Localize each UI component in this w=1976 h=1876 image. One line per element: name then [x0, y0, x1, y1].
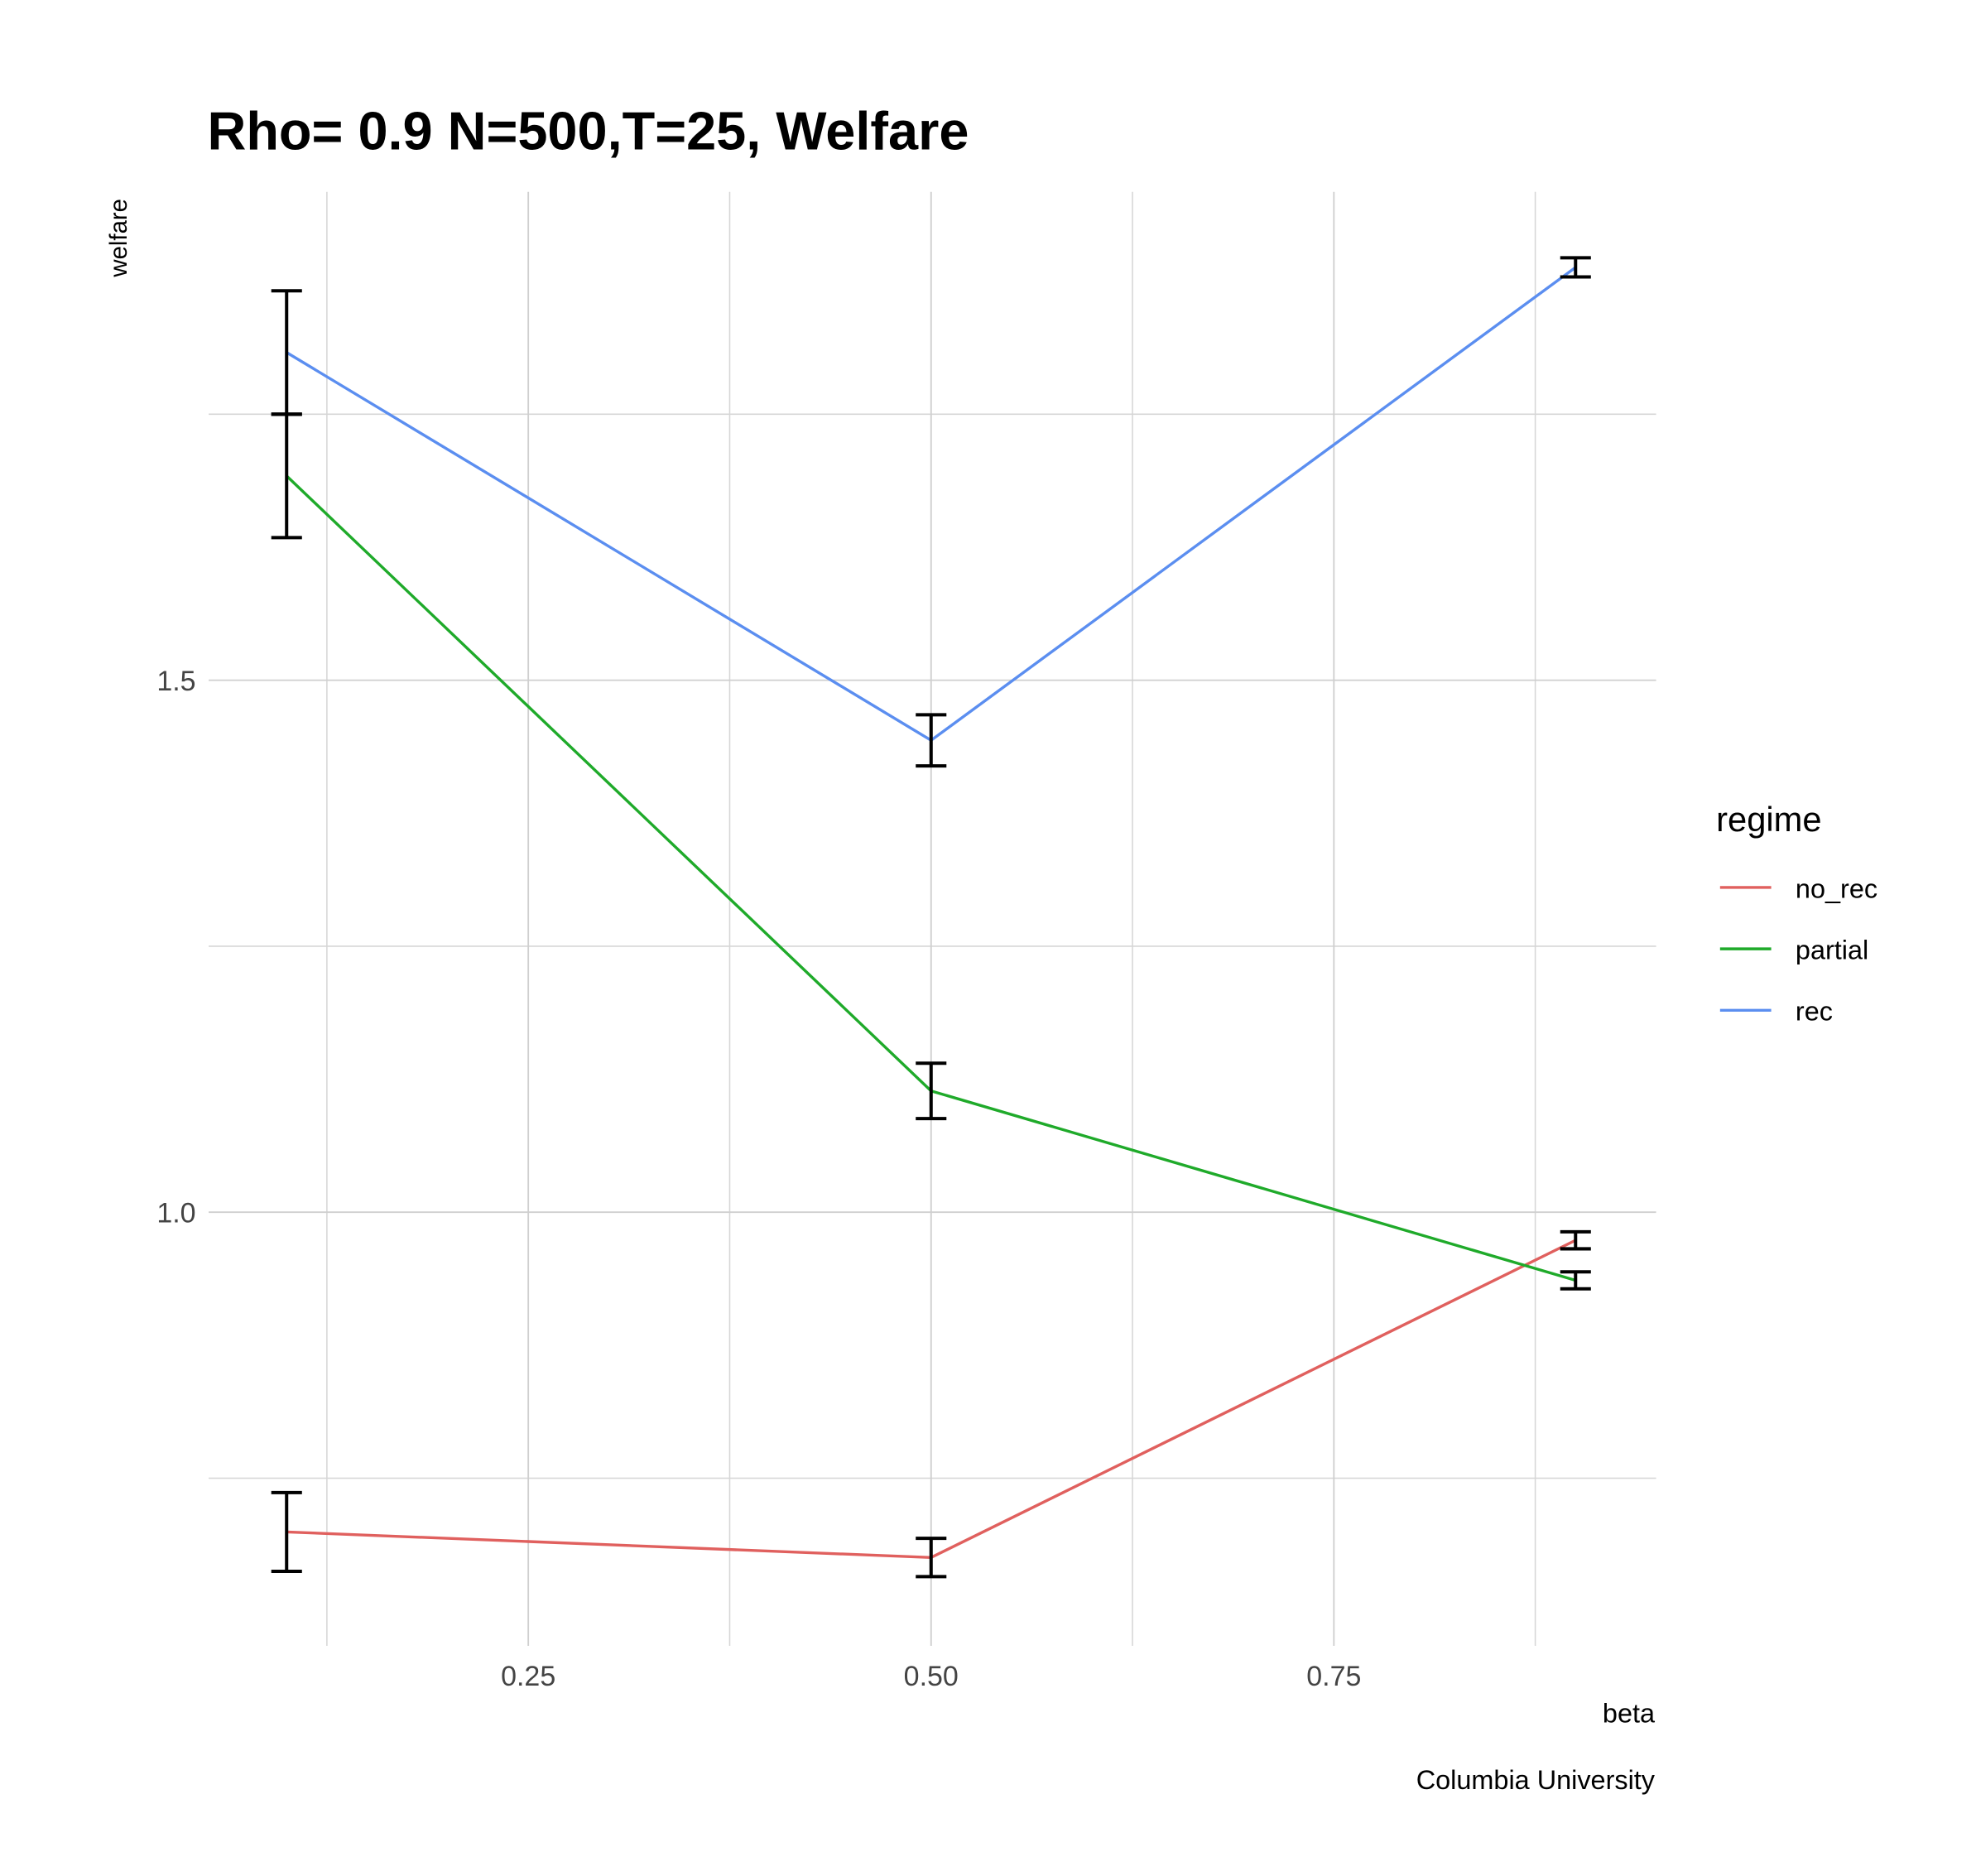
y-tick-label: 1.5 — [156, 666, 195, 697]
error-bar — [916, 713, 947, 768]
error-bar — [1560, 1229, 1591, 1251]
x-tick-label: 0.75 — [1306, 1661, 1361, 1692]
error-bar — [271, 1490, 302, 1574]
x-axis-label: beta — [1603, 1699, 1656, 1729]
chart-title: Rho= 0.9 N=500,T=25, Welfare — [207, 101, 969, 161]
x-tick-label: 0.25 — [501, 1661, 555, 1692]
legend-label: rec — [1796, 997, 1833, 1027]
legend-label: no_rec — [1796, 873, 1877, 903]
error-bar — [1560, 1270, 1591, 1291]
error-bar — [916, 1537, 947, 1579]
error-bar — [1560, 256, 1591, 279]
caption: Columbia University — [1416, 1765, 1656, 1795]
legend-title: regime — [1716, 800, 1821, 839]
error-bar — [271, 289, 302, 416]
y-tick-label: 1.0 — [156, 1198, 195, 1229]
legend-label: partial — [1796, 935, 1868, 964]
error-bar — [271, 412, 302, 540]
error-bar — [916, 1061, 947, 1121]
x-tick-label: 0.50 — [904, 1661, 959, 1692]
y-axis-label: welfare — [105, 199, 132, 278]
